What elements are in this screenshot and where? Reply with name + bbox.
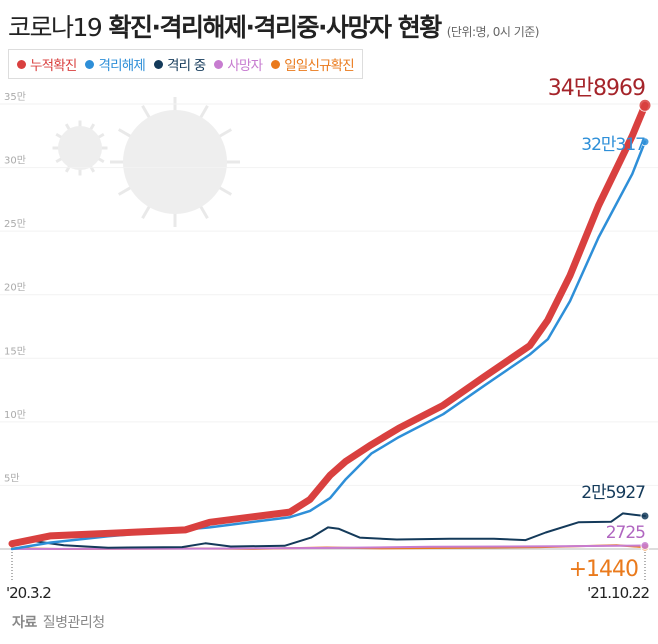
legend-item: 사망자 bbox=[214, 54, 263, 74]
series-line-2 bbox=[11, 512, 646, 549]
y-tick-label: 25만 bbox=[4, 218, 26, 230]
legend-dot-icon bbox=[85, 59, 95, 69]
virus-icon bbox=[110, 97, 240, 227]
series-end-dot-0 bbox=[638, 98, 652, 112]
series-line-3 bbox=[11, 544, 646, 550]
y-tick-label: 15만 bbox=[4, 345, 26, 357]
series-end-dot-1 bbox=[640, 137, 650, 147]
legend-dot-icon bbox=[271, 59, 281, 69]
y-tick-label: 20만 bbox=[4, 282, 26, 294]
source-value: 질병관리청 bbox=[42, 615, 105, 631]
x-tick-label: '21.10.22 bbox=[587, 584, 649, 602]
end-label-1: 32만317 bbox=[581, 135, 645, 155]
y-tick-label: 10만 bbox=[4, 409, 26, 421]
end-label-2: 2만5927 bbox=[581, 483, 645, 503]
unit-note: (단위:명, 0시 기준) bbox=[446, 25, 540, 39]
legend-item: 누적확진 bbox=[17, 54, 77, 74]
y-tick-label: 35만 bbox=[4, 91, 26, 103]
source-label: 자료 bbox=[12, 615, 37, 631]
legend-item: 격리 중 bbox=[153, 54, 206, 74]
title-main: 확진·격리해제·격리중·사망자 현황 bbox=[108, 13, 443, 42]
x-tick-label: '20.3.2 bbox=[6, 584, 51, 602]
series-line-0 bbox=[8, 101, 649, 548]
legend: 누적확진 격리해제 격리 중 사망자 일일신규확진 bbox=[8, 49, 363, 79]
legend-label: 사망자 bbox=[227, 58, 263, 74]
legend-dot-icon bbox=[17, 59, 26, 69]
legend-dot-icon bbox=[153, 59, 163, 69]
legend-dot-icon bbox=[214, 59, 224, 69]
y-tick-label: 5만 bbox=[4, 472, 20, 484]
title-prefix: 코로나19 bbox=[8, 13, 103, 42]
legend-item: 일일신규확진 bbox=[271, 54, 355, 74]
end-label-4: +1440 bbox=[569, 557, 638, 582]
virus-icon bbox=[52, 120, 108, 176]
series-line-1 bbox=[10, 140, 647, 551]
source: 자료 질병관리청 bbox=[12, 612, 105, 632]
series-end-dot-2 bbox=[640, 511, 650, 521]
series-end-dot-3 bbox=[640, 541, 650, 551]
end-label-3: 2725 bbox=[606, 523, 645, 543]
legend-label: 격리 중 bbox=[166, 58, 206, 74]
legend-label: 일일신규확진 bbox=[284, 58, 355, 74]
y-tick-label: 30만 bbox=[4, 155, 26, 167]
end-label-0: 34만8969 bbox=[548, 76, 645, 101]
legend-label: 누적확진 bbox=[30, 58, 77, 74]
legend-item: 격리해제 bbox=[85, 54, 146, 74]
legend-label: 격리해제 bbox=[98, 58, 145, 74]
chart-title: 코로나19 확진·격리해제·격리중·사망자 현황 (단위:명, 0시 기준) bbox=[8, 8, 539, 44]
